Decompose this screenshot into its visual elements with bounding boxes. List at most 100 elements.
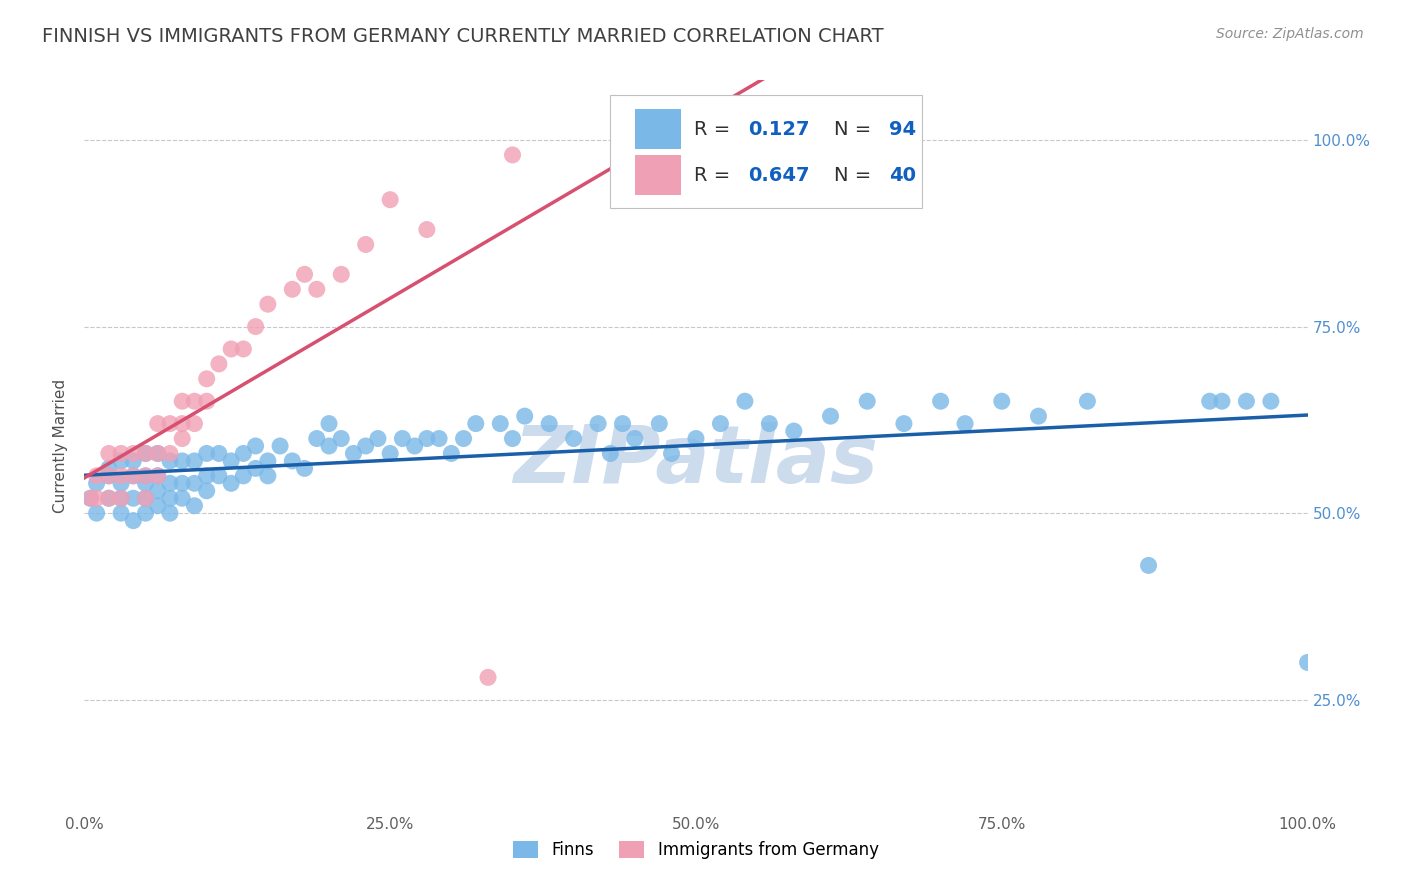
Point xyxy=(159,446,181,460)
Point xyxy=(502,148,524,162)
Point xyxy=(195,372,218,386)
Bar xyxy=(636,155,682,195)
Text: 0.647: 0.647 xyxy=(748,166,810,185)
Point xyxy=(464,417,486,431)
Point xyxy=(953,417,976,431)
Text: N =: N = xyxy=(834,166,877,185)
FancyBboxPatch shape xyxy=(610,95,922,209)
Point xyxy=(330,432,353,446)
Point xyxy=(159,476,181,491)
Point xyxy=(354,237,377,252)
Point xyxy=(86,506,108,520)
Point xyxy=(110,491,132,506)
Point xyxy=(929,394,952,409)
Point xyxy=(97,491,120,506)
Point xyxy=(477,670,499,684)
Text: R =: R = xyxy=(693,120,735,139)
Bar xyxy=(636,109,682,149)
Point xyxy=(79,491,101,506)
Point xyxy=(110,446,132,460)
Point xyxy=(1028,409,1050,424)
Point xyxy=(159,454,181,468)
Point xyxy=(219,454,242,468)
Point xyxy=(110,468,132,483)
Point xyxy=(183,394,205,409)
Point xyxy=(380,446,402,460)
Point xyxy=(257,468,280,483)
Point xyxy=(183,417,205,431)
Point xyxy=(380,193,402,207)
Point xyxy=(245,319,267,334)
Point xyxy=(122,468,145,483)
Point xyxy=(648,417,671,431)
Point xyxy=(183,454,205,468)
Point xyxy=(208,468,231,483)
Point xyxy=(758,417,780,431)
Point xyxy=(367,432,389,446)
Point xyxy=(135,491,157,506)
Point xyxy=(305,432,328,446)
Point xyxy=(219,342,242,356)
Point xyxy=(416,222,439,236)
Point xyxy=(404,439,426,453)
Point xyxy=(294,461,316,475)
Point xyxy=(305,282,328,296)
Point xyxy=(427,432,450,446)
Point xyxy=(172,417,194,431)
Point xyxy=(122,446,145,460)
Point xyxy=(586,417,609,431)
Point xyxy=(1137,558,1160,573)
Point xyxy=(269,439,291,453)
Point xyxy=(97,461,120,475)
Point xyxy=(354,439,377,453)
Point xyxy=(97,491,120,506)
Text: Source: ZipAtlas.com: Source: ZipAtlas.com xyxy=(1216,27,1364,41)
Point xyxy=(612,417,634,431)
Point xyxy=(195,394,218,409)
Point xyxy=(232,342,254,356)
Text: 40: 40 xyxy=(889,166,917,185)
Point xyxy=(661,446,683,460)
Point xyxy=(208,357,231,371)
Point xyxy=(599,446,621,460)
Point xyxy=(281,454,304,468)
Point xyxy=(110,491,132,506)
Point xyxy=(135,446,157,460)
Point xyxy=(453,432,475,446)
Point xyxy=(502,432,524,446)
Point xyxy=(257,454,280,468)
Point xyxy=(783,424,806,438)
Point xyxy=(135,468,157,483)
Point xyxy=(135,446,157,460)
Point xyxy=(1198,394,1220,409)
Point xyxy=(416,432,439,446)
Point xyxy=(183,476,205,491)
Point xyxy=(122,491,145,506)
Y-axis label: Currently Married: Currently Married xyxy=(53,379,69,513)
Point xyxy=(257,297,280,311)
Point xyxy=(135,468,157,483)
Text: N =: N = xyxy=(834,120,877,139)
Point xyxy=(97,446,120,460)
Point xyxy=(513,409,536,424)
Point xyxy=(172,491,194,506)
Point xyxy=(135,476,157,491)
Point xyxy=(146,417,169,431)
Text: FINNISH VS IMMIGRANTS FROM GERMANY CURRENTLY MARRIED CORRELATION CHART: FINNISH VS IMMIGRANTS FROM GERMANY CURRE… xyxy=(42,27,884,45)
Point xyxy=(1076,394,1098,409)
Text: R =: R = xyxy=(693,166,735,185)
Point xyxy=(97,468,120,483)
Point xyxy=(110,476,132,491)
Point xyxy=(146,468,169,483)
Point xyxy=(489,417,512,431)
Text: 0.127: 0.127 xyxy=(748,120,810,139)
Point xyxy=(232,468,254,483)
Point xyxy=(342,446,364,460)
Point xyxy=(856,394,879,409)
Point xyxy=(195,468,218,483)
Text: ZIPatlas: ZIPatlas xyxy=(513,422,879,500)
Point xyxy=(146,468,169,483)
Point xyxy=(159,491,181,506)
Point xyxy=(146,499,169,513)
Point xyxy=(991,394,1014,409)
